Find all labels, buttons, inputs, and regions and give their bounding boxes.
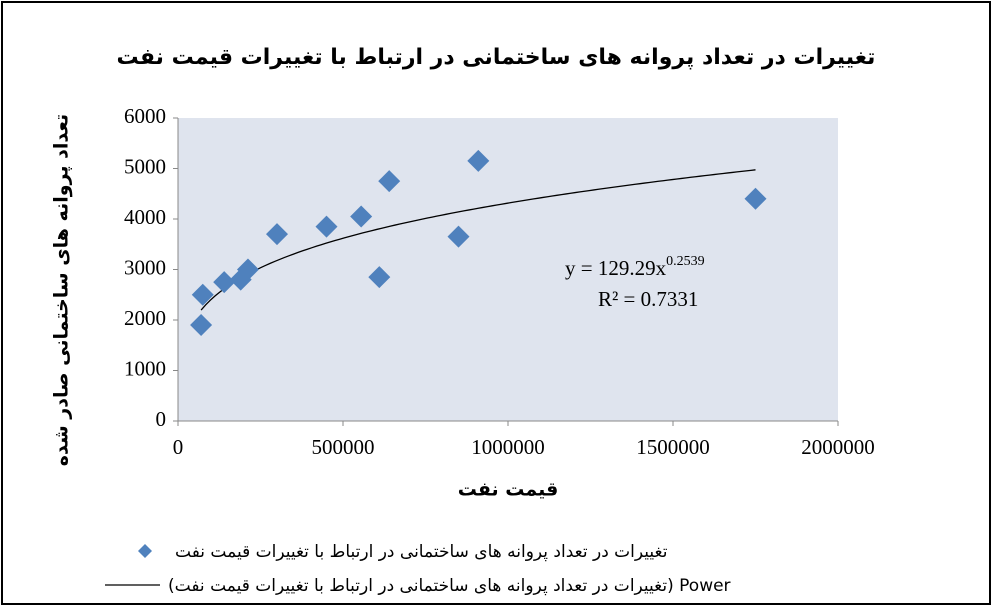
r-squared: R² = 0.7331 (598, 287, 698, 311)
x-tick-label: 1500000 (636, 435, 710, 459)
x-tick-label: 0 (173, 435, 184, 459)
data-point (378, 170, 401, 193)
x-tick-label: 1000000 (471, 435, 545, 459)
legend-marker (138, 544, 152, 558)
y-tick-label: 2000 (124, 306, 166, 330)
chart-title: تغییرات در تعداد پروانه های ساختمانی در … (117, 45, 876, 70)
equation-text: y = 129.29x (565, 256, 667, 280)
legend-label: (تغییرات در تعداد پروانه های ساختمانی در… (168, 576, 731, 596)
data-point (213, 271, 236, 294)
plot-area (178, 118, 838, 421)
x-tick-label: 2000000 (801, 435, 875, 459)
trendline-equation: y = 129.29x0.2539 (565, 254, 705, 280)
data-point (350, 205, 373, 228)
data-point (266, 223, 288, 246)
data-point (191, 283, 214, 306)
y-axis-label: تعداد پروانه های ساختمانی صادر شده (51, 114, 73, 466)
equation-exponent: 0.2539 (666, 254, 705, 269)
y-tick-label: 0 (156, 407, 167, 431)
y-tick-label: 6000 (124, 104, 166, 128)
y-tick-label: 3000 (124, 255, 166, 279)
y-tick-label: 4000 (124, 205, 166, 229)
data-point (744, 187, 767, 210)
data-point (368, 266, 391, 289)
data-point (236, 258, 259, 281)
trendline (200, 169, 756, 311)
data-point (467, 149, 490, 172)
x-tick-label: 500000 (312, 435, 375, 459)
data-point (190, 314, 213, 337)
y-tick-label: 1000 (124, 356, 166, 380)
data-point (315, 215, 338, 238)
x-axis-label: قیمت نفت (458, 479, 559, 501)
data-point (447, 225, 470, 248)
y-tick-label: 5000 (124, 154, 166, 178)
legend-label: تغییرات در تعداد پروانه های ساختمانی در … (175, 542, 668, 562)
